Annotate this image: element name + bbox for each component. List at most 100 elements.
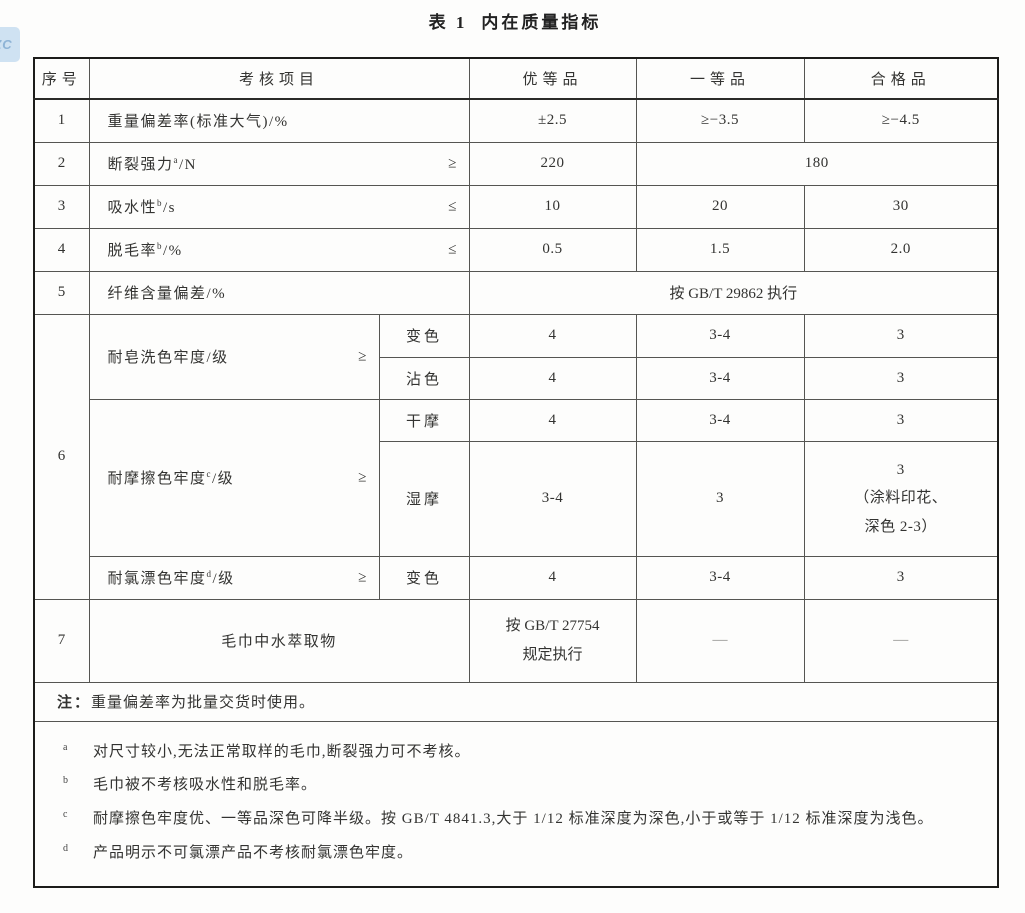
item-text: 断裂强力 bbox=[107, 157, 174, 173]
value-premium-line1: 按 GB/T 27754 bbox=[505, 618, 600, 634]
ge-operator: ≥ bbox=[448, 155, 457, 171]
item-water-absorption: 吸水性b/s ≤ bbox=[88, 184, 470, 229]
subitem-staining: 沾色 bbox=[378, 356, 470, 400]
value-qualified-line3: 深色 2-3） bbox=[864, 518, 937, 535]
footnote-c-marker: c bbox=[63, 809, 68, 821]
value-all-grades: 按 GB/T 29862 执行 bbox=[468, 270, 999, 315]
header-col-premium: 优等品 bbox=[468, 57, 637, 100]
value-premium: 0.5 bbox=[468, 227, 637, 272]
value-premium: 3-4 bbox=[468, 440, 637, 557]
table-row-weight-deviation: 1 重量偏差率(标准大气)/% ±2.5 ≥−3.5 ≥−4.5 bbox=[33, 98, 999, 143]
value-first: 3-4 bbox=[635, 313, 805, 358]
subitem-color-change: 变色 bbox=[378, 555, 470, 600]
value-premium: 10 bbox=[468, 184, 637, 229]
footnote-d: d 产品明示不可氯漂产品不考核耐氯漂色牢度。 bbox=[63, 840, 969, 867]
table-row-water-absorption: 3 吸水性b/s ≤ 10 20 30 bbox=[33, 184, 999, 229]
table-header-row: 序号 考核项目 优等品 一等品 合格品 bbox=[33, 57, 999, 100]
value-first: 1.5 bbox=[635, 227, 805, 272]
row-no: 5 bbox=[33, 270, 90, 315]
value-qualified: 3 （涂料印花、 深色 2-3） bbox=[803, 440, 999, 557]
value-qualified: 2.0 bbox=[803, 227, 999, 272]
table-footnotes: a 对尺寸较小,无法正常取样的毛巾,断裂强力可不考核。 b 毛巾被不考核吸水性和脱毛… bbox=[33, 720, 999, 888]
value-premium: 220 bbox=[468, 141, 637, 186]
item-water-extract: 毛巾中水萃取物 bbox=[88, 598, 470, 683]
footnote-c-text: 耐摩擦色牢度优、一等品深色可降半级。按 GB/T 4841.3,大于 1/12 … bbox=[93, 811, 934, 828]
footnote-ref-c: c bbox=[206, 469, 213, 479]
table-row-rub-fastness-dry: 耐摩擦色牢度c/级 ≥ 干摩 4 3-4 3 bbox=[34, 398, 999, 557]
value-first: 3-4 bbox=[635, 555, 805, 600]
value-qualified: ≥−4.5 bbox=[803, 98, 999, 143]
row-no: 2 bbox=[33, 141, 90, 186]
header-col-no: 序号 bbox=[33, 57, 90, 100]
footnote-d-text: 产品明示不可氯漂产品不考核耐氯漂色牢度。 bbox=[93, 844, 414, 861]
value-first-qualified: 180 bbox=[635, 141, 999, 186]
value-premium: 4 bbox=[468, 356, 637, 400]
note-label: 注： bbox=[57, 695, 92, 711]
footnote-b: b 毛巾被不考核吸水性和脱毛率。 bbox=[63, 772, 969, 799]
item-unit: /级 bbox=[212, 571, 235, 587]
footnote-b-marker: b bbox=[63, 775, 68, 787]
item-soap-fastness: 耐皂洗色牢度/级 ≥ bbox=[88, 313, 380, 400]
note-text: 重量偏差率为批量交货时使用。 bbox=[91, 695, 316, 711]
footnote-ref-b: b bbox=[157, 241, 164, 251]
header-col-first: 一等品 bbox=[635, 57, 805, 100]
value-premium: 按 GB/T 27754 规定执行 bbox=[468, 598, 637, 683]
value-premium: 4 bbox=[468, 313, 637, 358]
item-unit: /N bbox=[179, 157, 198, 173]
value-qualified: 3 bbox=[803, 356, 999, 400]
ge-operator: ≥ bbox=[358, 348, 367, 364]
le-operator: ≤ bbox=[448, 198, 457, 214]
table-row-rub-fastness-wet: 湿摩 3-4 3 3 （涂料印花、 深色 2-3） bbox=[34, 440, 999, 557]
value-first: 3-4 bbox=[635, 398, 805, 442]
ge-operator: ≥ bbox=[358, 469, 367, 485]
value-premium: 4 bbox=[468, 398, 637, 442]
subitem-color-change: 变色 bbox=[378, 313, 470, 358]
value-premium: 4 bbox=[468, 555, 637, 600]
footnote-ref-d: d bbox=[206, 569, 213, 579]
table-title-text: 内在质量指标 bbox=[481, 13, 602, 32]
value-first: ≥−3.5 bbox=[635, 98, 805, 143]
footnote-ref-a: a bbox=[173, 155, 180, 165]
row-no-6: 6 bbox=[33, 313, 90, 600]
item-bleach-fastness: 耐氯漂色牢度d/级 ≥ bbox=[88, 555, 380, 600]
header-col-item: 考核项目 bbox=[88, 57, 470, 100]
table-row-fiber-content: 5 纤维含量偏差/% 按 GB/T 29862 执行 bbox=[33, 270, 999, 315]
item-hair-loss: 脱毛率b/% ≤ bbox=[88, 227, 470, 272]
value-qualified: 3 bbox=[803, 555, 999, 600]
value-qualified: 3 bbox=[803, 313, 999, 358]
subitem-dry-rub: 干摩 bbox=[378, 398, 470, 442]
value-first: 3-4 bbox=[635, 356, 805, 400]
table-note: 注：重量偏差率为批量交货时使用。 bbox=[33, 681, 999, 722]
value-first-dash: — bbox=[635, 598, 805, 683]
footnote-c: c 耐摩擦色牢度优、一等品深色可降半级。按 GB/T 4841.3,大于 1/12… bbox=[63, 806, 969, 833]
item-breaking-strength: 断裂强力a/N ≥ bbox=[88, 141, 470, 186]
subitem-wet-rub: 湿摩 bbox=[378, 440, 470, 557]
header-col-qualified: 合格品 bbox=[803, 57, 999, 100]
footnote-a-marker: a bbox=[63, 741, 68, 753]
watermark-text: ZC bbox=[0, 37, 13, 52]
footnote-d-marker: d bbox=[63, 842, 68, 854]
table-row-hair-loss: 4 脱毛率b/% ≤ 0.5 1.5 2.0 bbox=[33, 227, 999, 272]
ge-operator: ≥ bbox=[358, 569, 367, 585]
item-text: 耐氯漂色牢度 bbox=[107, 571, 207, 587]
footnote-b-text: 毛巾被不考核吸水性和脱毛率。 bbox=[93, 777, 318, 794]
value-premium: ±2.5 bbox=[468, 98, 637, 143]
value-first: 3 bbox=[635, 440, 805, 557]
page-title: 表 1 内在质量指标 bbox=[33, 8, 997, 33]
item-unit: /s bbox=[163, 200, 177, 216]
value-premium-line2: 规定执行 bbox=[522, 646, 583, 663]
item-text: 耐皂洗色牢度/级 bbox=[107, 350, 229, 366]
footnote-ref-b: b bbox=[157, 198, 164, 208]
footnote-a-text: 对尺寸较小,无法正常取样的毛巾,断裂强力可不考核。 bbox=[93, 743, 471, 760]
value-qualified: 30 bbox=[803, 184, 999, 229]
value-qualified-line2: （涂料印花、 bbox=[854, 490, 948, 507]
corner-watermark-logo: ZC bbox=[0, 27, 20, 62]
item-text: 吸水性 bbox=[107, 200, 158, 216]
table-note-row: 注：重量偏差率为批量交货时使用。 bbox=[33, 681, 999, 722]
value-qualified: 3 bbox=[803, 398, 999, 442]
table-footnotes-row: a 对尺寸较小,无法正常取样的毛巾,断裂强力可不考核。 b 毛巾被不考核吸水性和脱毛… bbox=[33, 720, 999, 888]
table-row-bleach-fastness: 耐氯漂色牢度d/级 ≥ 变色 4 3-4 3 bbox=[34, 555, 999, 600]
item-rub-fastness: 耐摩擦色牢度c/级 ≥ bbox=[88, 398, 380, 557]
item-text: 耐摩擦色牢度 bbox=[107, 471, 207, 487]
